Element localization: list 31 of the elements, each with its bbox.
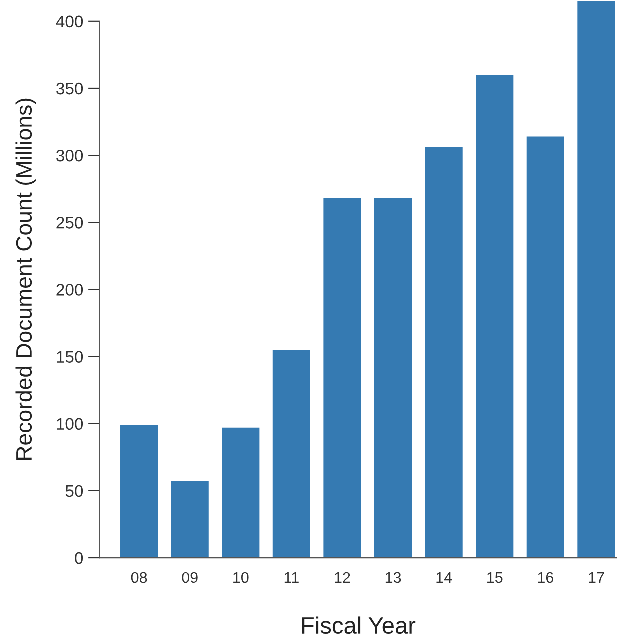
bar <box>171 482 209 558</box>
bar <box>578 1 616 558</box>
x-tick-label: 10 <box>234 572 249 584</box>
y-tick-label: 400 <box>56 16 84 28</box>
x-tick-label: 16 <box>538 572 554 584</box>
y-tick-label: 200 <box>56 284 84 296</box>
bar <box>476 75 514 558</box>
bar <box>374 198 412 558</box>
y-tick-label: 0 <box>75 552 84 564</box>
bar <box>526 136 564 558</box>
x-tick-label: 17 <box>589 572 604 583</box>
bar <box>272 350 310 558</box>
y-tick-label: 150 <box>57 351 84 363</box>
x-tick-label: 08 <box>131 572 148 584</box>
y-tick-label: 50 <box>66 485 84 498</box>
y-tick-label: 100 <box>57 418 84 430</box>
x-tick-label: 15 <box>488 572 503 584</box>
y-tick-label: 350 <box>56 82 84 95</box>
x-axis-title: Fiscal Year <box>302 616 416 634</box>
bar <box>324 198 362 558</box>
x-tick-label: 09 <box>182 572 198 584</box>
x-tick-label: 12 <box>335 572 350 583</box>
x-tick-label: 13 <box>386 572 402 584</box>
bar <box>120 425 158 558</box>
y-tick-label: 300 <box>56 150 84 162</box>
y-axis-title: Recorded Document Count (Millions) <box>16 98 36 460</box>
x-tick-label: 11 <box>284 572 299 583</box>
bar <box>222 428 260 558</box>
y-tick-label: 250 <box>56 217 84 229</box>
bar <box>425 148 463 558</box>
x-tick-label: 14 <box>436 572 452 583</box>
